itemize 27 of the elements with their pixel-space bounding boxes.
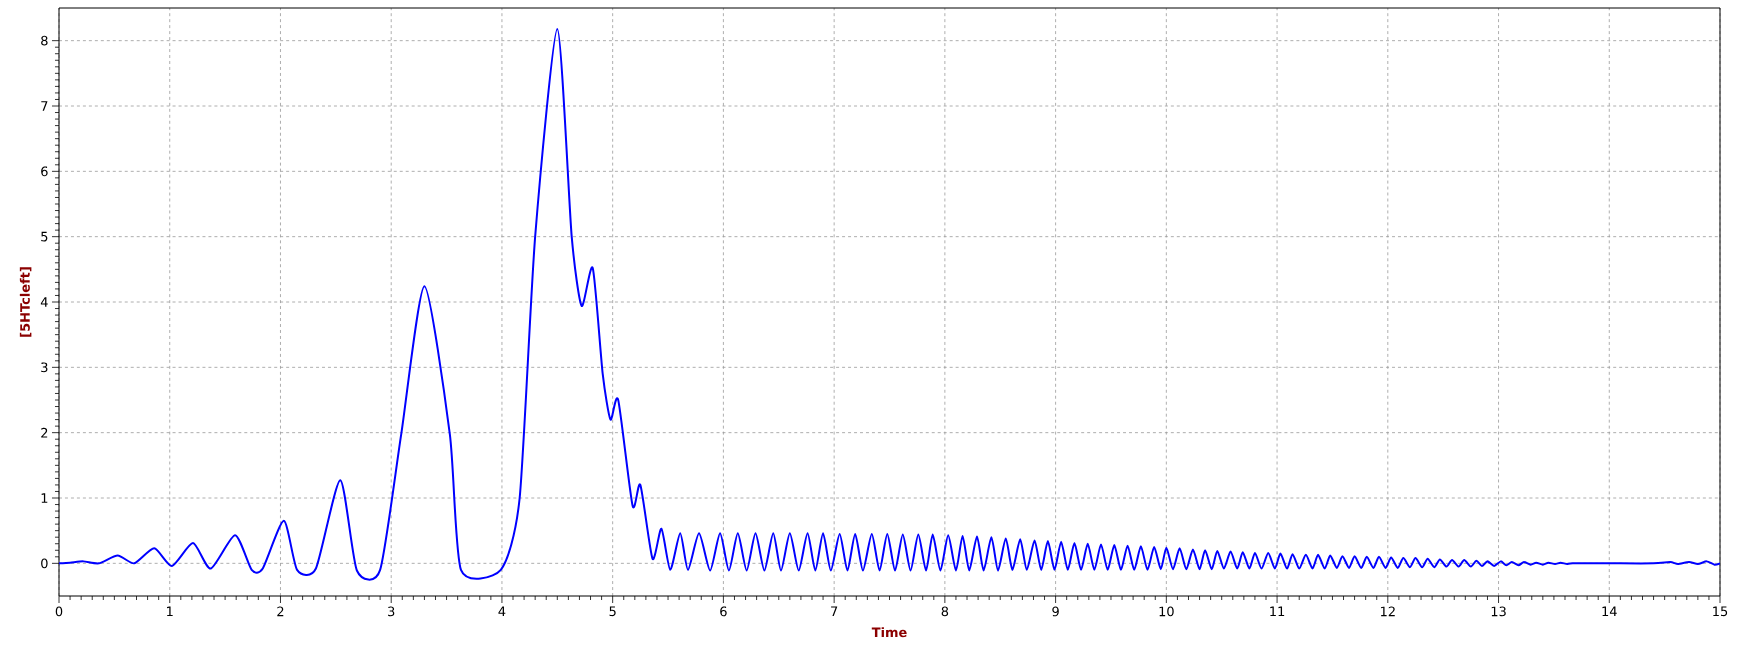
x-tick-label: 13 (1491, 606, 1506, 617)
y-tick-label: 4 (40, 297, 48, 307)
x-tick-label: 3 (388, 606, 395, 617)
x-tick-label: 6 (720, 606, 727, 617)
x-tick-label: 15 (1713, 606, 1728, 617)
x-tick-label: 9 (1052, 606, 1059, 617)
y-tick-label: 8 (41, 35, 48, 46)
y-axis-title: [5HTcleft] (19, 267, 32, 337)
x-tick-label: 2 (277, 606, 284, 617)
x-tick-label: 11 (1270, 606, 1285, 616)
x-tick-label: 12 (1380, 606, 1395, 617)
y-tick-label: 2 (41, 427, 48, 438)
x-tick-label: 7 (831, 606, 838, 616)
x-tick-label: 10 (1159, 606, 1174, 617)
y-tick-label: 7 (41, 101, 48, 111)
x-tick-label: 14 (1602, 606, 1617, 616)
y-tick-label: 6 (41, 166, 48, 177)
x-tick-label: 4 (498, 606, 506, 616)
x-tick-label: 5 (609, 606, 616, 617)
x-tick-label: 1 (167, 606, 173, 616)
x-axis-title: Time (871, 627, 907, 638)
x-tick-label: 8 (941, 606, 949, 617)
y-tick-label: 0 (41, 558, 48, 569)
y-tick-label: 5 (41, 231, 48, 242)
y-tick-label: 3 (41, 362, 48, 373)
x-tick-label: 0 (55, 606, 63, 617)
y-tick-label: 1 (41, 493, 48, 503)
